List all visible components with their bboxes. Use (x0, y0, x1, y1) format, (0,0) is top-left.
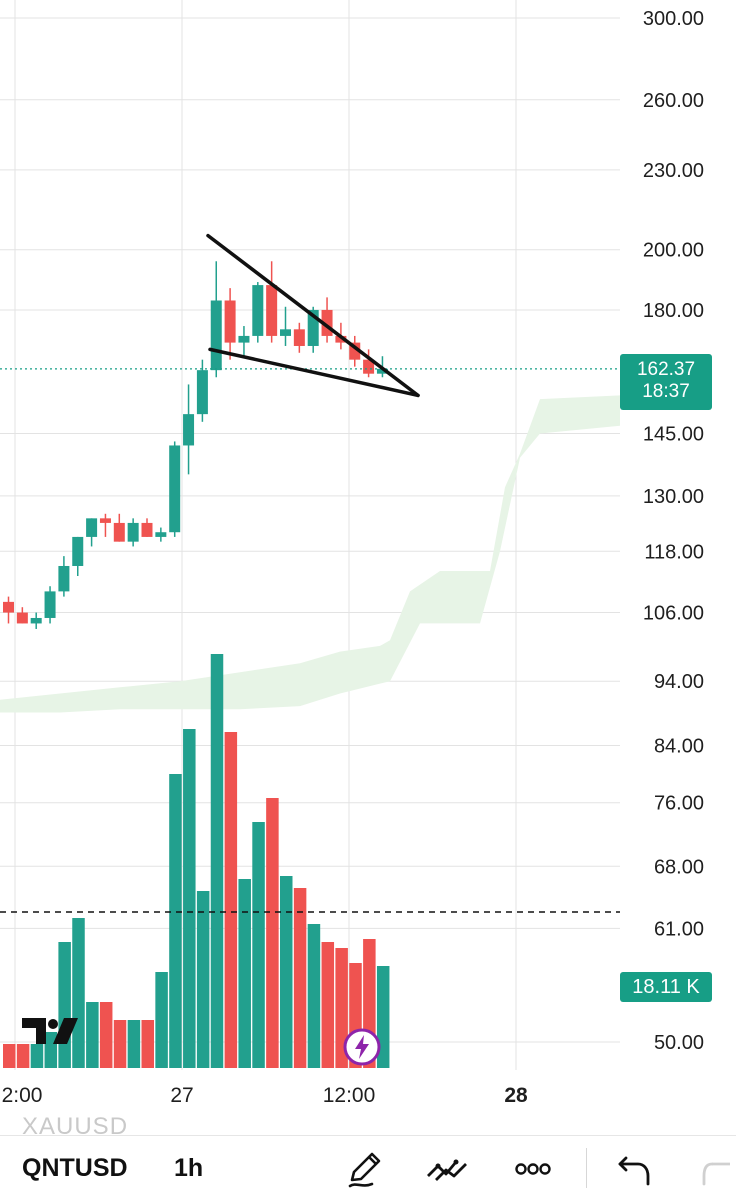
overlay-lines (0, 233, 620, 913)
y-axis[interactable]: 300.00 260.00 230.00 200.00 180.00 145.00 130.… (643, 8, 704, 1054)
candle-body (86, 518, 98, 537)
x-tick-label: 12:00 (323, 1084, 376, 1107)
candle-body (99, 518, 111, 523)
more-dots-icon[interactable] (510, 1146, 556, 1192)
candle-body (141, 522, 153, 537)
volume-bar (155, 972, 168, 1068)
last-price-value: 162.37 (636, 359, 696, 380)
volume-bar (86, 1002, 99, 1068)
candle-body (44, 591, 56, 618)
redo-icon[interactable] (700, 1146, 736, 1192)
volume-bar (183, 729, 196, 1068)
candle-body (363, 359, 375, 374)
y-tick-label: 61.00 (654, 918, 704, 940)
volume-bar (280, 876, 293, 1068)
volume-bar (252, 822, 265, 1068)
x-axis[interactable]: 2:00 27 12:00 28 (2, 1084, 528, 1107)
y-tick-label: 130.00 (643, 486, 704, 508)
volume-bar (335, 948, 348, 1068)
candle-body (321, 309, 333, 336)
ichimoku-cloud (0, 395, 620, 713)
volume-bar (293, 888, 307, 1068)
toolbar-separator (586, 1148, 587, 1188)
candlesticks (3, 261, 388, 629)
candle-body (307, 309, 319, 346)
candle-body (127, 522, 139, 542)
candle-body (238, 335, 250, 343)
volume-bar (224, 732, 238, 1068)
last-price-tag: 162.37 18:37 (620, 354, 712, 410)
volume-bar (141, 1020, 154, 1068)
y-tick-label: 260.00 (643, 90, 704, 112)
candle-body (293, 329, 305, 346)
price-chart[interactable]: 300.00 260.00 230.00 200.00 180.00 145.00 130.… (0, 0, 736, 1120)
volume-bar (210, 654, 224, 1068)
candle-countdown: 18:37 (642, 381, 690, 402)
volume-bar (72, 918, 85, 1068)
candle-body (72, 536, 84, 566)
y-tick-label: 50.00 (654, 1032, 704, 1054)
y-tick-label: 300.00 (643, 8, 704, 30)
pencil-icon[interactable] (342, 1146, 388, 1192)
candle-body (349, 342, 361, 360)
volume-bar (127, 1020, 141, 1068)
volume-bar (113, 1020, 127, 1068)
candle-body (58, 565, 70, 592)
candle-body (183, 414, 195, 446)
y-tick-label: 84.00 (654, 736, 704, 758)
symbol-button[interactable]: QNTUSD (22, 1154, 128, 1182)
lightning-icon[interactable] (342, 1027, 382, 1067)
y-tick-label: 76.00 (654, 793, 704, 815)
volume-bars (3, 654, 390, 1068)
volume-bar (169, 774, 182, 1068)
candle-body (224, 300, 236, 343)
volume-value: 18.11 K (632, 976, 700, 998)
tradingview-logo (22, 1018, 78, 1044)
trendline-lower[interactable] (208, 347, 420, 398)
x-tick-label: 27 (170, 1084, 193, 1107)
volume-bar (30, 1044, 44, 1068)
candle-body (113, 522, 125, 542)
volume-bar (196, 891, 210, 1068)
y-tick-label: 68.00 (654, 856, 704, 878)
y-tick-label: 94.00 (654, 671, 704, 693)
volume-bar (238, 879, 251, 1068)
candle-body (155, 532, 167, 537)
volume-bar (44, 1032, 58, 1068)
cloud-area (0, 395, 620, 713)
candle-body (335, 335, 347, 343)
volume-bar (376, 966, 390, 1068)
volume-bar (58, 942, 71, 1068)
candle-body (196, 370, 208, 415)
y-tick-label: 180.00 (643, 300, 704, 322)
candle-body (30, 617, 42, 624)
volume-bar (321, 942, 335, 1068)
volume-bar (266, 798, 279, 1068)
volume-bar (3, 1044, 16, 1068)
y-tick-label: 145.00 (643, 424, 704, 446)
candle-body (169, 445, 181, 533)
y-tick-label: 106.00 (643, 603, 704, 625)
bottom-toolbar (0, 1135, 736, 1201)
undo-icon[interactable] (612, 1146, 658, 1192)
y-tick-label: 118.00 (644, 541, 704, 563)
candle-body (266, 285, 278, 336)
volume-bar (99, 1002, 113, 1068)
interval-button[interactable]: 1h (174, 1154, 204, 1182)
x-tick-label: 2:00 (2, 1084, 43, 1107)
volume-bar (307, 924, 321, 1068)
volume-bar (16, 1044, 30, 1068)
candle-body (16, 612, 28, 624)
volume-value-tag: 18.11 K (620, 972, 712, 1002)
x-tick-label: 28 (504, 1084, 528, 1107)
drawing-tools-icon[interactable] (424, 1146, 470, 1192)
trendline-upper[interactable] (206, 233, 420, 398)
y-tick-label: 230.00 (643, 160, 704, 182)
candle-body (3, 601, 14, 613)
candle-body (252, 285, 264, 336)
candle-body (210, 300, 222, 371)
y-tick-label: 200.00 (643, 240, 704, 262)
candle-body (280, 329, 291, 336)
candle-body (376, 368, 388, 374)
